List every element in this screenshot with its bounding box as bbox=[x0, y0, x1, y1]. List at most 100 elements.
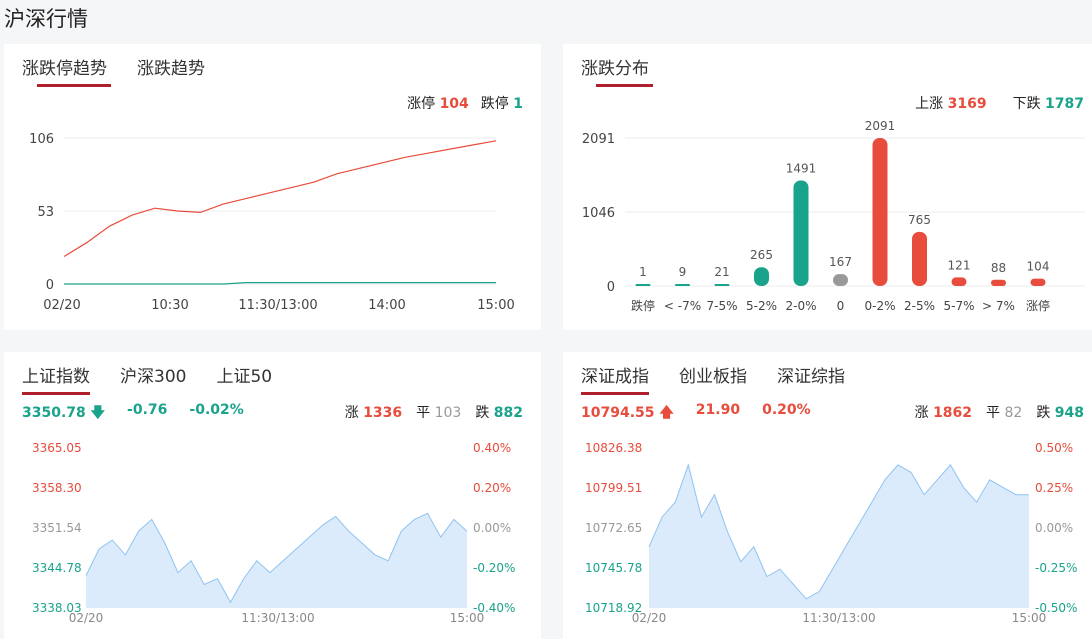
arrow-down-icon: 🡇 bbox=[90, 405, 106, 421]
tab-distribution[interactable]: 涨跌分布 bbox=[581, 54, 653, 87]
x-tick-label: 10:30 bbox=[151, 298, 188, 313]
x-tick-label: 02/20 bbox=[43, 298, 80, 313]
category-label: 5-7% bbox=[943, 299, 974, 313]
tab-limit-trend[interactable]: 涨跌停趋势 bbox=[22, 54, 111, 87]
category-label: > 7% bbox=[982, 299, 1015, 313]
tab-change-trend[interactable]: 涨跌趋势 bbox=[137, 59, 205, 79]
bar bbox=[991, 279, 1006, 286]
sz-index-panel: 深证成指 创业板指 深证综指 10794.55 🡅 21.90 0.20% 涨 … bbox=[563, 352, 1092, 639]
x-tick-label: 15:00 bbox=[450, 611, 485, 625]
y-tick-right: -0.40% bbox=[473, 601, 515, 615]
sh-index-tabs: 上证指数 沪深300 上证50 bbox=[22, 362, 273, 395]
sh-flat-label: 平 bbox=[416, 405, 431, 421]
bar bbox=[872, 138, 888, 286]
data-label: 21 bbox=[714, 265, 729, 279]
y-tick-left: 3351.54 bbox=[32, 521, 82, 535]
data-label: 88 bbox=[991, 261, 1006, 275]
category-label: < -7% bbox=[664, 299, 701, 313]
y-tick-right: -0.20% bbox=[473, 561, 515, 575]
limit-trend-chart: 106 53 0 02/20 10:30 11:30/13:00 14:00 15:00 bbox=[29, 132, 515, 313]
y-tick-left: 3358.30 bbox=[32, 481, 82, 495]
data-label: 121 bbox=[948, 258, 971, 272]
limit-down-value: 1 bbox=[513, 96, 523, 112]
fall-value: 1787 bbox=[1045, 96, 1084, 112]
y-tick-right: -0.50% bbox=[1035, 601, 1077, 615]
bar bbox=[912, 231, 927, 286]
page-title: 沪深行情 bbox=[4, 7, 88, 31]
tab-sse50[interactable]: 上证50 bbox=[216, 367, 273, 387]
bar bbox=[793, 180, 809, 286]
y-tick-left: 3365.05 bbox=[32, 441, 82, 455]
data-label: 265 bbox=[750, 248, 773, 262]
sz-price: 10794.55 bbox=[581, 405, 655, 421]
limit-stats: 涨停 104 跌停 1 bbox=[407, 93, 523, 113]
y-tick-left: 10826.38 bbox=[585, 441, 642, 455]
fall-label: 下跌 bbox=[1012, 96, 1041, 112]
bar bbox=[1030, 278, 1046, 286]
sz-change-pct: 0.20% bbox=[762, 402, 811, 418]
y-tick-left: 10772.65 bbox=[585, 521, 642, 535]
bar bbox=[714, 284, 730, 286]
category-label: 跌停 bbox=[631, 298, 655, 313]
y-tick-label: 2091 bbox=[582, 132, 615, 147]
y-tick-right: 0.00% bbox=[1035, 521, 1073, 535]
category-label: 5-2% bbox=[746, 299, 777, 313]
y-tick-right: 0.25% bbox=[1035, 481, 1073, 495]
y-tick-label: 1046 bbox=[582, 206, 615, 221]
limit-trend-panel: 涨跌停趋势 涨跌趋势 涨停 104 跌停 1 106 53 0 02/20 10:30 1… bbox=[4, 44, 541, 330]
x-tick-label: 11:30/13:00 bbox=[802, 611, 875, 625]
tab-sz-component[interactable]: 深证成指 bbox=[581, 362, 649, 395]
bar bbox=[675, 284, 690, 286]
data-label: 2091 bbox=[865, 119, 896, 133]
bar bbox=[951, 277, 967, 286]
y-tick-right: 0.50% bbox=[1035, 441, 1073, 455]
y-tick-left: 10745.78 bbox=[585, 561, 642, 575]
sh-down-label: 跌 bbox=[475, 405, 490, 421]
data-label: 1491 bbox=[786, 161, 817, 175]
limit-up-label: 涨停 bbox=[407, 96, 436, 112]
y-tick-right: 0.00% bbox=[473, 521, 511, 535]
bar bbox=[635, 284, 651, 286]
price-line bbox=[648, 463, 1029, 600]
data-label: 167 bbox=[829, 255, 852, 269]
tab-sh-composite[interactable]: 上证指数 bbox=[22, 362, 90, 395]
bar bbox=[754, 267, 769, 286]
sz-breadth: 涨 1862 平 82 跌 948 bbox=[915, 402, 1084, 422]
sz-up-label: 涨 bbox=[914, 405, 929, 421]
tab-sz-composite[interactable]: 深证综指 bbox=[777, 367, 845, 387]
data-label: 9 bbox=[679, 265, 687, 279]
limit-up-line bbox=[63, 140, 497, 258]
y-tick-right: 0.40% bbox=[473, 441, 511, 455]
price-line bbox=[85, 512, 468, 604]
sh-up-label: 涨 bbox=[344, 405, 359, 421]
x-tick-label: 11:30/13:00 bbox=[241, 611, 314, 625]
limit-up-value: 104 bbox=[439, 96, 469, 112]
sz-index-tabs: 深证成指 创业板指 深证综指 bbox=[581, 362, 845, 395]
data-label: 1 bbox=[639, 265, 647, 279]
tab-chinext[interactable]: 创业板指 bbox=[679, 367, 747, 387]
category-label: 7-5% bbox=[706, 299, 737, 313]
distribution-tabs: 涨跌分布 bbox=[581, 54, 653, 87]
limit-trend-tabs: 涨跌停趋势 涨跌趋势 bbox=[22, 54, 205, 87]
y-tick-label: 0 bbox=[46, 278, 54, 293]
data-label: 765 bbox=[908, 213, 931, 227]
y-tick-left: 3338.03 bbox=[32, 601, 82, 615]
distribution-stats: 上涨 3169 下跌 1787 bbox=[915, 93, 1084, 113]
sh-price: 3350.78 bbox=[22, 405, 86, 421]
data-label: 104 bbox=[1027, 260, 1050, 274]
sz-down-value: 948 bbox=[1054, 405, 1084, 421]
y-tick-label: 53 bbox=[37, 205, 54, 220]
x-tick-label: 02/20 bbox=[69, 611, 104, 625]
sh-change-pct: -0.02% bbox=[189, 402, 244, 418]
x-tick-label: 02/20 bbox=[632, 611, 667, 625]
rise-value: 3169 bbox=[947, 96, 987, 112]
sz-up-value: 1862 bbox=[933, 405, 973, 421]
sh-index-chart: 3365.05 0.40% 3358.30 0.20% 3351.54 0.00% 3344… bbox=[32, 441, 515, 625]
y-tick-left: 3344.78 bbox=[32, 561, 82, 575]
limit-down-label: 跌停 bbox=[480, 96, 509, 112]
x-tick-label: 14:00 bbox=[368, 298, 405, 313]
y-tick-left: 10799.51 bbox=[585, 481, 642, 495]
tab-csi300[interactable]: 沪深300 bbox=[120, 367, 187, 387]
x-tick-label: 11:30/13:00 bbox=[238, 298, 317, 313]
y-tick-right: 0.20% bbox=[473, 481, 511, 495]
